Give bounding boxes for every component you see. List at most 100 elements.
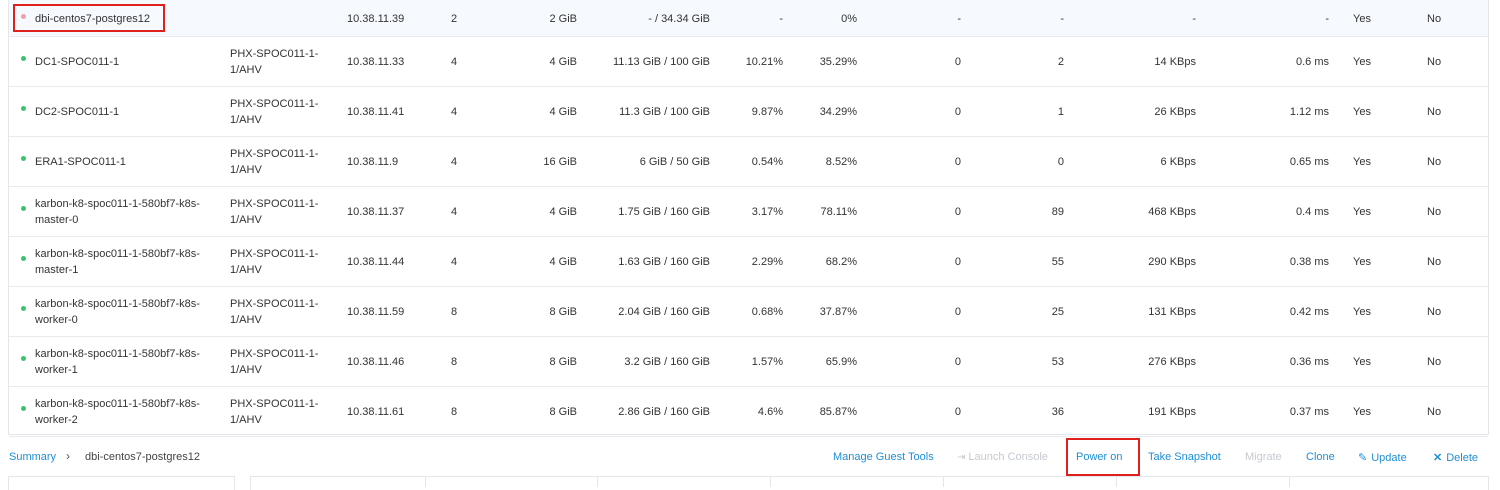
table-row[interactable]: karbon-k8-spoc011-1-580bf7-k8s-worker-2 P…	[9, 387, 1488, 437]
selected-vm-highlight	[13, 4, 165, 32]
vm-write-iops-cell: 1	[1057, 106, 1064, 118]
vm-name-cell[interactable]: DC1-SPOC011-1	[35, 56, 120, 68]
table-row[interactable]: ERA1-SPOC011-1 PHX-SPOC011-1-1/AHV 10.38.1…	[9, 137, 1488, 187]
vm-storage-cell: 2.04 GiB / 160 GiB	[618, 306, 710, 318]
vm-ip-cell: 10.38.11.33	[347, 56, 405, 68]
vm-flash-mode-cell: No	[1427, 406, 1442, 418]
vm-memory-cell: 16 GiB	[543, 156, 577, 168]
vm-backup-cell: Yes	[1353, 12, 1371, 25]
vm-io-latency-cell: 0.4 ms	[1295, 206, 1329, 218]
vm-memory-usage-cell: 68.2%	[825, 256, 857, 268]
table-row[interactable]: karbon-k8-spoc011-1-580bf7-k8s-worker-1 P…	[9, 337, 1488, 387]
vm-flash-mode-cell: No	[1427, 12, 1442, 25]
vm-name-cell[interactable]: karbon-k8-spoc011-1-580bf7-k8s-worker-2	[35, 398, 200, 426]
take-snapshot-button[interactable]: Take Snapshot	[1148, 451, 1221, 463]
vm-cpu-usage-cell: 4.6%	[757, 406, 783, 418]
vm-flash-mode-cell: No	[1427, 306, 1442, 318]
power-on-button[interactable]: Power on	[1076, 451, 1123, 463]
pencil-icon: ✎	[1358, 452, 1368, 464]
table-row[interactable]: DC1-SPOC011-1 PHX-SPOC011-1-1/AHV 10.38.11…	[9, 37, 1488, 87]
vm-io-bandwidth-cell: 14 KBps	[1154, 56, 1196, 68]
vm-name-cell[interactable]: ERA1-SPOC011-1	[35, 156, 126, 168]
vm-name-cell[interactable]: karbon-k8-spoc011-1-580bf7-k8s-worker-0	[35, 298, 200, 326]
vm-memory-cell: 2 GiB	[549, 12, 577, 25]
vm-cores-cell: 8	[450, 306, 458, 318]
vm-read-iops-cell: 0	[954, 206, 961, 218]
vm-write-iops-cell: 2	[1057, 56, 1064, 68]
vm-storage-cell: 6 GiB / 50 GiB	[639, 156, 710, 168]
vm-storage-cell: - / 34.34 GiB	[648, 12, 710, 25]
vm-memory-cell: 4 GiB	[549, 256, 577, 268]
vm-io-latency-cell: 0.38 ms	[1289, 256, 1329, 268]
breadcrumb-summary[interactable]: Summary	[9, 451, 57, 463]
power-state-dot-icon	[21, 356, 26, 361]
vm-write-iops-cell: 89	[1051, 206, 1064, 218]
table-row[interactable]: karbon-k8-spoc011-1-580bf7-k8s-master-1 P…	[9, 237, 1488, 287]
vm-memory-usage-cell: 85.87%	[819, 406, 857, 418]
update-label: Update	[1371, 452, 1407, 464]
panel-divider	[943, 477, 944, 487]
vm-io-bandwidth-cell: 6 KBps	[1160, 156, 1196, 168]
vm-flash-mode-cell: No	[1427, 206, 1442, 218]
vm-name-cell[interactable]: karbon-k8-spoc011-1-580bf7-k8s-worker-1	[35, 348, 200, 376]
vm-flash-mode-cell: No	[1427, 156, 1442, 168]
vm-host-cell: PHX-SPOC011-1-1/AHV	[230, 398, 319, 426]
vm-ip-cell: 10.38.11.39	[347, 12, 405, 25]
vm-backup-cell: Yes	[1353, 56, 1371, 68]
vm-memory-cell: 8 GiB	[549, 306, 577, 318]
vm-read-iops-cell: -	[957, 12, 961, 25]
table-row[interactable]: karbon-k8-spoc011-1-580bf7-k8s-master-0 P…	[9, 187, 1488, 237]
vm-backup-cell: Yes	[1353, 256, 1371, 268]
breadcrumb-current-vm: dbi-centos7-postgres12	[85, 451, 200, 463]
vm-host-cell: PHX-SPOC011-1-1/AHV	[230, 148, 319, 176]
power-state-dot-icon	[21, 406, 26, 411]
delete-button[interactable]: ✕ Delete	[1433, 451, 1478, 464]
vm-cpu-usage-cell: 3.17%	[751, 206, 783, 218]
vm-cores-cell: 4	[450, 156, 458, 168]
power-state-dot-icon	[21, 156, 26, 161]
vm-flash-mode-cell: No	[1427, 256, 1442, 268]
breadcrumb-separator: ›	[66, 449, 70, 463]
power-state-dot-icon	[21, 256, 26, 261]
console-icon: ⇥	[957, 452, 966, 463]
manage-guest-tools-button[interactable]: Manage Guest Tools	[833, 451, 934, 463]
vm-ip-cell: 10.38.11.44	[347, 256, 405, 268]
clone-button[interactable]: Clone	[1306, 451, 1335, 463]
vm-cpu-usage-cell: 9.87%	[751, 106, 783, 118]
power-on-highlight	[1066, 438, 1140, 476]
vm-storage-cell: 3.2 GiB / 160 GiB	[624, 356, 710, 368]
table-row[interactable]: DC2-SPOC011-1 PHX-SPOC011-1-1/AHV 10.38.11…	[9, 87, 1488, 137]
vm-cores-cell: 4	[450, 106, 458, 118]
vm-ip-cell: 10.38.11.61	[347, 406, 405, 418]
vm-cpu-usage-cell: 10.21%	[745, 56, 783, 68]
vm-table: dbi-centos7-postgres12 10.38.11.39 2 2 GiB -…	[8, 0, 1489, 437]
vm-io-bandwidth-cell: 191 KBps	[1148, 406, 1196, 418]
vm-io-latency-cell: 0.36 ms	[1289, 356, 1329, 368]
vm-flash-mode-cell: No	[1427, 56, 1442, 68]
power-state-dot-icon	[21, 206, 26, 211]
launch-console-button[interactable]: ⇥ Launch Console	[957, 451, 1048, 463]
vm-backup-cell: Yes	[1353, 156, 1371, 168]
vm-read-iops-cell: 0	[954, 306, 961, 318]
vm-name-cell[interactable]: DC2-SPOC011-1	[35, 106, 120, 118]
table-row[interactable]: dbi-centos7-postgres12 10.38.11.39 2 2 GiB -…	[9, 0, 1488, 37]
vm-io-latency-cell: 0.42 ms	[1289, 306, 1329, 318]
vm-read-iops-cell: 0	[954, 356, 961, 368]
vm-write-iops-cell: 55	[1051, 256, 1064, 268]
vm-cpu-usage-cell: 0.54%	[751, 156, 783, 168]
vm-name-cell[interactable]: karbon-k8-spoc011-1-580bf7-k8s-master-0	[35, 198, 200, 226]
power-state-dot-icon	[21, 306, 26, 311]
table-row[interactable]: karbon-k8-spoc011-1-580bf7-k8s-worker-0 P…	[9, 287, 1488, 337]
summary-panel-right	[250, 476, 1489, 490]
vm-cores-cell: 4	[450, 256, 458, 268]
vm-name-cell[interactable]: karbon-k8-spoc011-1-580bf7-k8s-master-1	[35, 248, 200, 276]
vm-memory-cell: 8 GiB	[549, 356, 577, 368]
vm-cores-cell: 2	[450, 12, 458, 25]
vm-io-bandwidth-cell: 468 KBps	[1148, 206, 1196, 218]
vm-ip-cell: 10.38.11.59	[347, 306, 405, 318]
vm-io-bandwidth-cell: 290 KBps	[1148, 256, 1196, 268]
vm-ip-cell: 10.38.11.41	[347, 106, 405, 118]
migrate-button[interactable]: Migrate	[1245, 451, 1282, 463]
update-button[interactable]: ✎ Update	[1358, 451, 1407, 464]
vm-name-cell[interactable]: dbi-centos7-postgres12	[35, 12, 150, 25]
